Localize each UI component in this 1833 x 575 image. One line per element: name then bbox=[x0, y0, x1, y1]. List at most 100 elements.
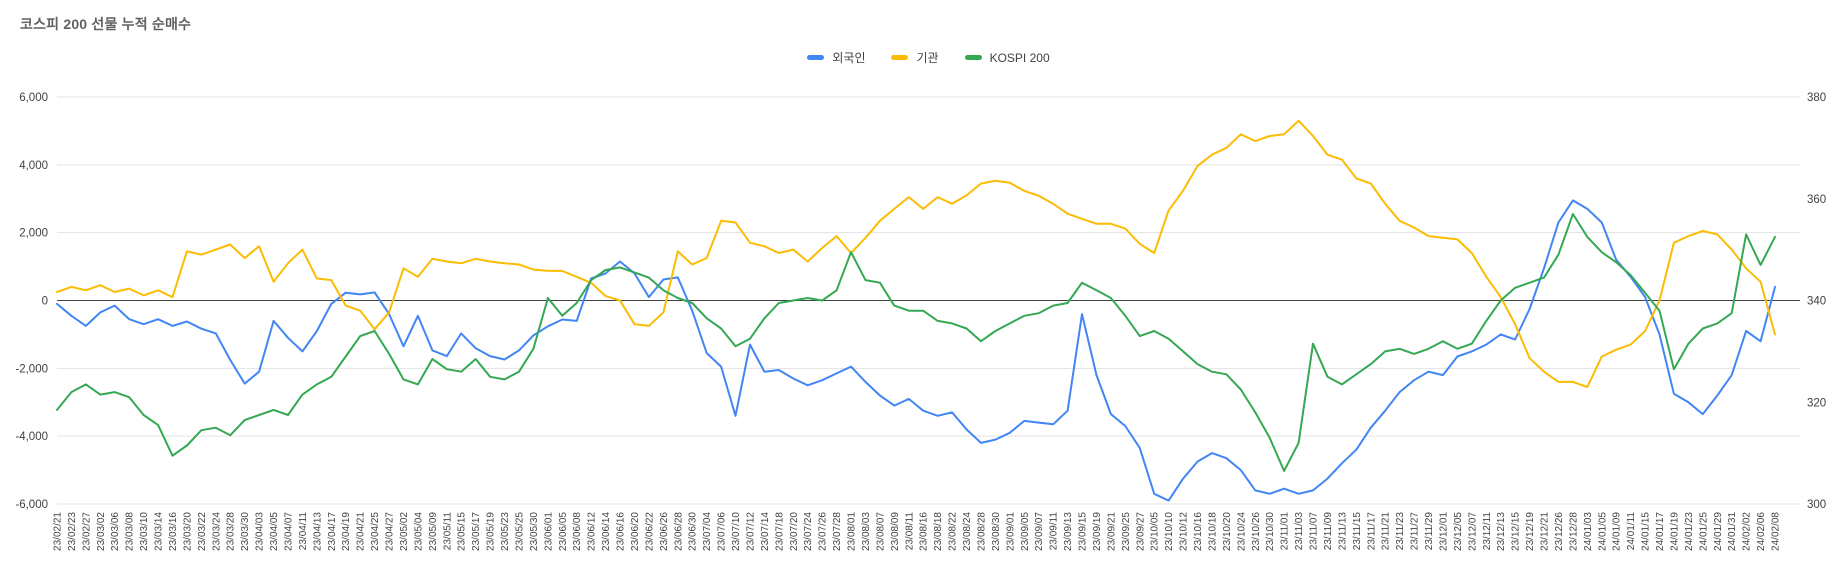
x-axis-tick-label: 23/06/08 bbox=[572, 512, 583, 551]
x-axis-tick-label: 23/05/30 bbox=[529, 512, 540, 551]
x-axis-tick-label: 23/05/25 bbox=[514, 512, 525, 551]
legend-label-foreign: 외국인 bbox=[832, 51, 866, 65]
x-axis-tick-label: 24/01/25 bbox=[1698, 512, 1709, 551]
y-axis-right-tick-label: 360 bbox=[1807, 194, 1826, 206]
x-axis-tick-label: 23/09/19 bbox=[1092, 512, 1103, 551]
x-axis-tick-label: 23/03/02 bbox=[96, 512, 107, 551]
x-axis-tick-label: 23/06/01 bbox=[543, 512, 554, 551]
x-axis-tick-label: 24/01/05 bbox=[1597, 512, 1608, 551]
series-line-institution bbox=[56, 119, 1776, 388]
x-axis-tick-label: 23/05/09 bbox=[428, 512, 439, 551]
x-axis-tick-label: 23/05/17 bbox=[471, 512, 482, 551]
x-axis-tick-label: 23/02/27 bbox=[81, 512, 92, 551]
legend-item-institution[interactable]: 기관 bbox=[891, 49, 939, 66]
x-axis-tick-label: 23/06/16 bbox=[616, 512, 627, 551]
x-axis-tick-label: 23/03/06 bbox=[110, 512, 121, 551]
x-axis-tick-label: 23/04/19 bbox=[341, 512, 352, 551]
x-axis-tick-label: 24/01/23 bbox=[1684, 512, 1695, 551]
x-axis-tick-label: 23/06/30 bbox=[688, 512, 699, 551]
x-axis-tick-label: 23/08/22 bbox=[948, 512, 959, 551]
x-axis-tick-label: 23/11/13 bbox=[1337, 512, 1348, 551]
legend-label-kospi200: KOSPI 200 bbox=[989, 50, 1050, 65]
x-axis-tick-label: 23/11/15 bbox=[1352, 512, 1363, 551]
x-axis-tick-label: 23/10/30 bbox=[1265, 512, 1276, 551]
x-axis-tick-label: 23/09/27 bbox=[1135, 512, 1146, 551]
series-line-foreign bbox=[56, 199, 1776, 502]
legend-label-institution: 기관 bbox=[916, 51, 939, 65]
x-axis-tick-label: 23/08/01 bbox=[847, 512, 858, 551]
series-line-kospi200 bbox=[56, 213, 1776, 472]
x-axis-tick-label: 23/09/13 bbox=[1063, 512, 1074, 551]
x-axis-tick-label: 23/03/08 bbox=[125, 512, 136, 551]
x-axis-tick-label: 23/10/12 bbox=[1179, 512, 1190, 551]
x-axis-tick-label: 23/06/20 bbox=[630, 512, 641, 551]
x-axis-tick-label: 23/07/10 bbox=[731, 512, 742, 551]
x-axis-tick-label: 23/09/07 bbox=[1034, 512, 1045, 551]
x-axis-tick-label: 23/12/28 bbox=[1568, 512, 1579, 551]
x-axis-tick-label: 23/02/21 bbox=[53, 512, 64, 551]
x-axis-tick-label: 23/03/14 bbox=[154, 512, 165, 551]
x-axis-tick-label: 23/07/14 bbox=[760, 512, 771, 551]
x-axis-tick-label: 23/07/12 bbox=[745, 512, 756, 551]
x-axis-tick-label: 24/01/17 bbox=[1655, 512, 1666, 551]
y-axis-right-tick-label: 320 bbox=[1807, 397, 1826, 409]
x-axis-tick-label: 23/09/15 bbox=[1078, 512, 1089, 551]
x-axis-tick-label: 23/12/05 bbox=[1453, 512, 1464, 551]
x-axis-tick-label: 23/10/20 bbox=[1222, 512, 1233, 551]
x-axis-tick-label: 23/06/05 bbox=[558, 512, 569, 551]
x-axis-tick-label: 23/05/02 bbox=[399, 512, 410, 551]
y-axis-left-tick-label: -2,000 bbox=[15, 363, 48, 375]
x-axis-tick-label: 23/03/24 bbox=[211, 512, 222, 551]
y-axis-left-tick-label: 6,000 bbox=[19, 92, 48, 104]
x-axis-tick-label: 23/02/23 bbox=[67, 512, 78, 551]
x-axis-tick-label: 23/10/24 bbox=[1236, 512, 1247, 551]
x-axis-tick-label: 23/10/10 bbox=[1164, 512, 1175, 551]
x-axis-tick-label: 23/08/28 bbox=[976, 512, 987, 551]
page-title: 코스피 200 선물 누적 순매수 bbox=[20, 16, 192, 32]
y-axis-left-tick-label: 2,000 bbox=[19, 228, 48, 240]
legend: 외국인 기관 KOSPI 200 bbox=[57, 49, 1800, 66]
x-axis-tick-label: 24/01/29 bbox=[1713, 512, 1724, 551]
x-axis-tick-label: 23/09/21 bbox=[1106, 512, 1117, 551]
x-axis-tick-label: 24/02/02 bbox=[1742, 512, 1753, 551]
x-axis-tick-label: 23/03/16 bbox=[168, 512, 179, 551]
x-axis-tick-label: 24/01/03 bbox=[1583, 512, 1594, 551]
x-axis-tick-label: 23/04/17 bbox=[327, 512, 338, 551]
y-axis-right-tick-label: 300 bbox=[1807, 499, 1826, 511]
x-axis-tick-label: 23/06/12 bbox=[587, 512, 598, 551]
x-axis-tick-label: 24/02/08 bbox=[1771, 512, 1782, 551]
x-axis-tick-label: 23/06/28 bbox=[673, 512, 684, 551]
x-axis-tick-label: 23/05/11 bbox=[442, 512, 453, 551]
x-axis-tick-label: 23/08/03 bbox=[861, 512, 872, 551]
x-axis-tick-label: 23/12/07 bbox=[1467, 512, 1478, 551]
x-axis-tick-label: 24/01/11 bbox=[1626, 512, 1637, 551]
x-axis-tick-label: 23/08/24 bbox=[962, 512, 973, 551]
x-axis-tick-label: 23/11/21 bbox=[1381, 512, 1392, 551]
x-axis-tick-label: 23/11/07 bbox=[1309, 512, 1320, 551]
x-axis-tick-label: 23/06/22 bbox=[644, 512, 655, 551]
y-axis-left-tick-label: -4,000 bbox=[15, 431, 48, 443]
x-axis-tick-label: 23/04/27 bbox=[385, 512, 396, 551]
x-axis-tick-label: 23/08/30 bbox=[991, 512, 1002, 551]
x-axis-tick-label: 23/11/17 bbox=[1366, 512, 1377, 551]
x-axis-tick-label: 23/07/24 bbox=[803, 512, 814, 551]
x-axis-tick-label: 23/03/22 bbox=[197, 512, 208, 551]
x-axis-tick-label: 23/12/15 bbox=[1511, 512, 1522, 551]
x-axis-tick-label: 23/04/03 bbox=[255, 512, 266, 551]
y-axis-left-tick-label: 4,000 bbox=[19, 160, 48, 172]
x-axis-tick-label: 23/08/18 bbox=[933, 512, 944, 551]
x-axis-tick-label: 23/03/20 bbox=[182, 512, 193, 551]
x-axis-tick-label: 23/05/23 bbox=[500, 512, 511, 551]
x-axis-tick-label: 23/11/03 bbox=[1294, 512, 1305, 551]
legend-item-kospi200[interactable]: KOSPI 200 bbox=[964, 50, 1050, 65]
x-axis-tick-label: 23/12/13 bbox=[1496, 512, 1507, 551]
x-axis-tick-label: 23/11/09 bbox=[1323, 512, 1334, 551]
x-axis-tick-label: 23/10/18 bbox=[1207, 512, 1218, 551]
x-axis-tick-label: 23/04/11 bbox=[298, 512, 309, 551]
x-axis-tick-label: 23/12/19 bbox=[1525, 512, 1536, 551]
x-axis-tick-label: 23/03/30 bbox=[240, 512, 251, 551]
foreign-series-swatch-icon bbox=[807, 55, 825, 60]
legend-item-foreign[interactable]: 외국인 bbox=[807, 49, 865, 66]
